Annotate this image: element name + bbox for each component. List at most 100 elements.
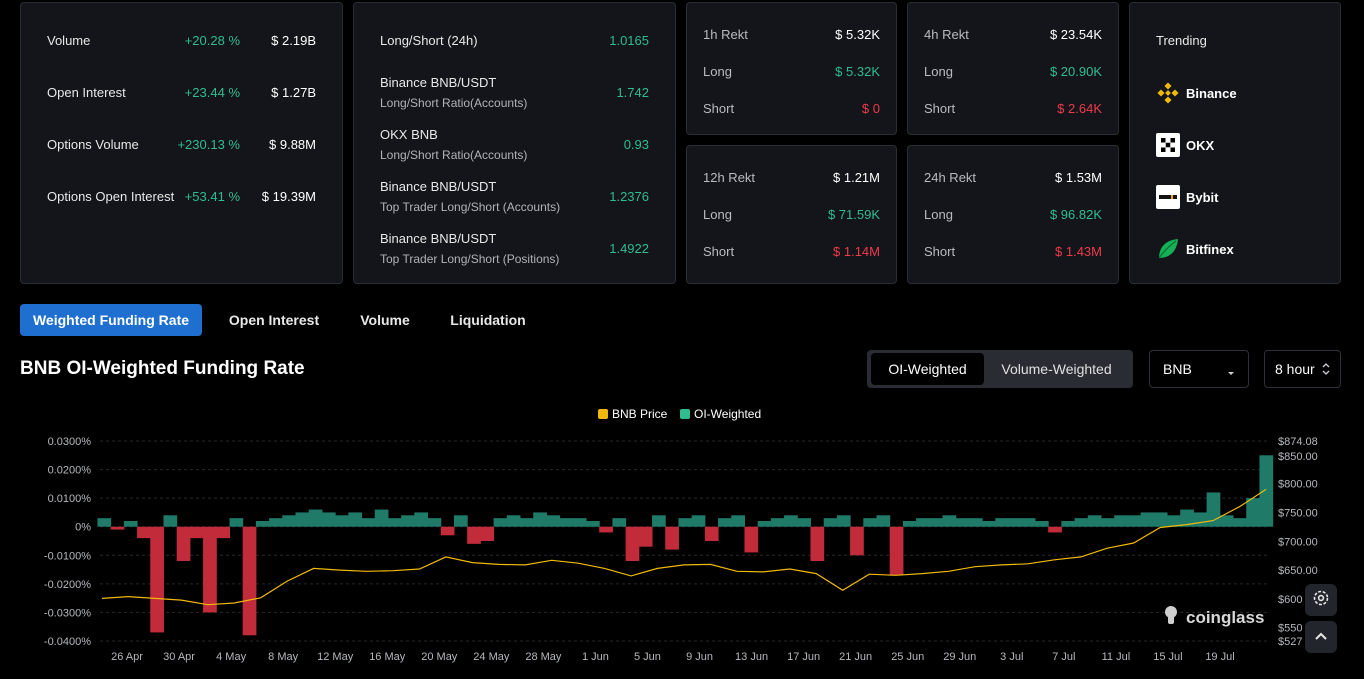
funding-bar [229,518,244,527]
settings-button[interactable] [1305,584,1337,616]
y-right-tick-label: $750.00 [1278,507,1318,519]
rekt-long-row: Long $ 20.90K [924,64,1102,79]
legend-label-oi-weighted: OI-Weighted [694,407,761,421]
x-tick-label: 4 May [216,651,246,663]
long-short-value: 1.4922 [609,241,649,256]
rekt-total-row: 4h Rekt $ 23.54K [924,27,1102,42]
funding-bar [823,518,838,527]
tab-open-interest[interactable]: Open Interest [228,312,320,328]
funding-bar [295,512,310,527]
tab-volume[interactable]: Volume [360,312,410,328]
rekt-short-value: $ 2.64K [1057,101,1102,116]
long-short-subtitle: Long/Short Ratio(Accounts) [380,96,528,110]
funding-bar [110,526,125,530]
funding-bar [1246,498,1260,527]
trending-item-okx[interactable]: OKX [1156,133,1214,157]
tab-liquidation[interactable]: Liquidation [450,312,526,328]
funding-bar [216,526,231,539]
rekt-total: $ 5.32K [835,27,880,42]
y-right-tick-label: $527 [1278,636,1302,648]
funding-bar [427,518,442,527]
funding-bar [440,526,455,536]
long-short-card: Long/Short (24h) 1.0165 Binance BNB/USDT… [353,2,676,284]
funding-bar [1021,518,1036,527]
okx-logo-icon [1156,133,1180,157]
trending-item-binance[interactable]: Binance [1156,81,1237,105]
overview-value: $ 2.19B [271,33,316,48]
rekt-long-row: Long $ 5.32K [703,64,880,79]
funding-bar [1061,521,1076,527]
long-short-subtitle: Top Trader Long/Short (Positions) [380,252,560,266]
funding-bar [876,515,891,527]
funding-bar [242,526,257,636]
funding-bar [1074,518,1089,527]
long-short-value: 0.93 [623,137,649,152]
funding-bar [269,518,283,527]
long-short-row: Binance BNB/USDT Top Trader Long/Short (… [380,179,649,214]
long-short-value: 1.2376 [609,189,649,204]
funding-bar [97,518,112,527]
rekt-total-row: 1h Rekt $ 5.32K [703,27,880,42]
rekt-long-value: $ 96.82K [1049,207,1102,222]
overview-row-options-open-interest: Options Open Interest +53.41 % $ 19.39M [21,189,342,209]
funding-bar [665,526,679,550]
rekt-total: $ 1.53M [1055,170,1102,185]
funding-bar [718,518,732,527]
funding-bar [1180,509,1194,527]
tab-weighted-funding-rate[interactable]: Weighted Funding Rate [20,304,202,336]
y-left-tick-label: 0.0100% [48,493,92,505]
price-line [101,488,1267,606]
funding-bar [968,518,983,527]
trending-item-bitfinex[interactable]: Bitfinex [1156,237,1234,261]
interval-select[interactable]: 8 hour [1264,350,1341,388]
coin-select[interactable]: BNB [1149,350,1249,388]
funding-bar [1167,515,1181,527]
long-short-value: 1.742 [616,85,649,100]
y-left-tick-label: 0.0200% [48,465,92,477]
gear-icon [1311,588,1331,613]
y-right-tick-label: $550 [1278,623,1302,635]
long-short-subtitle: Top Trader Long/Short (Accounts) [380,200,561,214]
rekt-title: 4h Rekt [924,27,969,42]
x-tick-label: 30 Apr [163,651,195,663]
y-left-tick-label: -0.0400% [44,636,91,648]
funding-bar [1127,515,1142,527]
funding-bar [1087,515,1102,527]
funding-bar [691,515,706,527]
funding-bar [546,515,561,527]
funding-bar [652,515,666,527]
x-tick-label: 13 Jun [735,651,768,663]
legend-swatch-oi-weighted [680,409,690,419]
y-right-tick-label: $700.00 [1278,536,1318,548]
rekt-short-label: Short [924,244,956,259]
funding-bar [916,518,930,527]
x-tick-label: 17 Jun [787,651,820,663]
funding-bar [414,512,429,527]
toggle-oi-weighted[interactable]: OI-Weighted [871,353,984,385]
funding-bar [678,518,693,527]
funding-bar [1034,521,1049,527]
chart-grid [100,440,1268,642]
funding-bar [150,526,164,633]
rekt-long-label: Long [703,207,732,222]
rekt-short-row: Short $ 0 [703,101,880,116]
x-tick-label: 8 May [268,651,298,663]
long-short-header: Long/Short (24h) 1.0165 [380,33,649,48]
funding-bar [176,526,191,561]
trending-card: Trending Binance OKX Bybit Bitfinex [1129,2,1341,284]
rekt-long-value: $ 20.90K [1049,64,1102,79]
overview-label: Options Open Interest [47,189,175,204]
toggle-volume-weighted[interactable]: Volume-Weighted [1001,361,1112,377]
scroll-to-top-button[interactable] [1305,621,1337,653]
funding-bar [163,515,178,527]
long-short-row: Binance BNB/USDT Top Trader Long/Short (… [380,231,649,266]
funding-bar [1219,515,1234,527]
x-axis: 26 Apr 30 Apr 4 May 8 May 12 May 16 May 20 May… [111,651,1235,663]
funding-bar [850,526,864,556]
funding-bar [361,518,376,527]
y-right-tick-label: $650.00 [1278,565,1318,577]
trending-item-bybit[interactable]: Bybit [1156,185,1219,209]
rekt-card-4h: 4h Rekt $ 23.54K Long $ 20.90K Short $ 2.64… [907,2,1119,135]
long-short-header-value: 1.0165 [609,33,649,48]
rekt-short-label: Short [703,244,735,259]
